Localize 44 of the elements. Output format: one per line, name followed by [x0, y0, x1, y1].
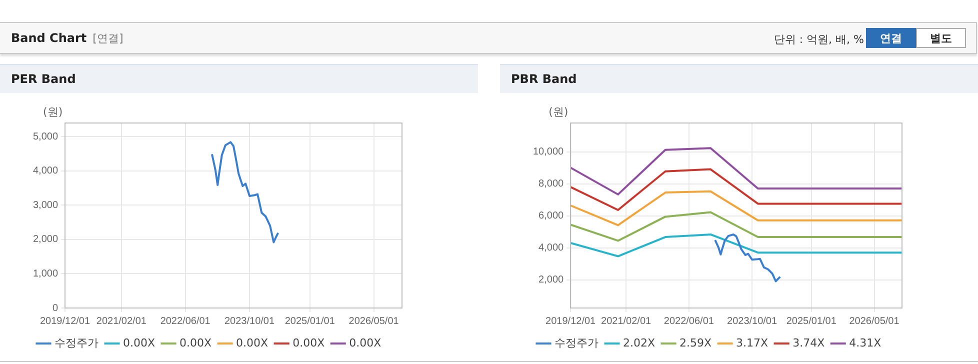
y-tick-label: 4,000	[538, 242, 564, 254]
text: 연결	[866, 28, 916, 48]
text: Band Chart	[11, 31, 87, 45]
legend-label: 수정주가	[554, 336, 598, 350]
chart-title: PBR Band	[500, 64, 978, 93]
x-tick-label: 2023/10/01	[224, 316, 275, 327]
x-tick-label: 2026/05/01	[849, 316, 900, 327]
legend-label: 4.31X	[849, 336, 882, 350]
legend-label: 0.00X	[349, 336, 382, 350]
x-tick-label: 2023/10/01	[727, 316, 778, 327]
y-tick-label: 4,000	[32, 166, 58, 177]
legend-label: 0.00X	[292, 336, 326, 350]
y-tick-label: 8,000	[538, 178, 564, 190]
x-tick-label: 2022/06/01	[664, 316, 714, 327]
y-tick-label: 3,000	[32, 200, 58, 211]
legend-label: 2.02X	[623, 336, 656, 350]
y-tick-label: 2,000	[32, 234, 58, 246]
text: [연결]	[92, 32, 124, 45]
legend-label: 0.00X	[123, 336, 156, 350]
y-tick-label: 1,000	[32, 268, 58, 280]
x-tick-label: 2021/02/01	[96, 316, 147, 327]
text: 별도	[916, 28, 966, 48]
text: 단위 : 억원, 배, %	[774, 32, 864, 47]
y-tick-label: 5,000	[32, 131, 58, 142]
y-axis-title: (원)	[548, 105, 568, 118]
y-tick-label: 6,000	[538, 210, 564, 222]
legend-label: 0.00X	[180, 336, 212, 350]
x-tick-label: 2026/05/01	[348, 316, 400, 327]
x-tick-label: 2025/01/01	[786, 316, 837, 327]
y-axis-title: (원)	[43, 105, 63, 118]
legend-label: 수정주가	[54, 336, 98, 350]
x-tick-label: 2019/12/01	[40, 316, 90, 327]
legend-label: 0.00X	[236, 336, 269, 350]
y-tick-label: 2,000	[538, 274, 564, 286]
chart-title: PER Band	[0, 64, 478, 93]
y-tick-label: 10,000	[532, 146, 564, 158]
legend-label: 3.17X	[736, 336, 769, 350]
y-tick-label: 0	[52, 302, 58, 314]
x-tick-label: 2025/01/01	[284, 316, 336, 327]
x-tick-label: 2021/02/01	[601, 316, 652, 327]
legend-label: 3.74X	[792, 336, 826, 350]
legend-label: 2.59X	[680, 336, 712, 350]
x-tick-label: 2022/06/01	[160, 316, 211, 327]
x-tick-label: 2019/12/01	[546, 316, 596, 327]
